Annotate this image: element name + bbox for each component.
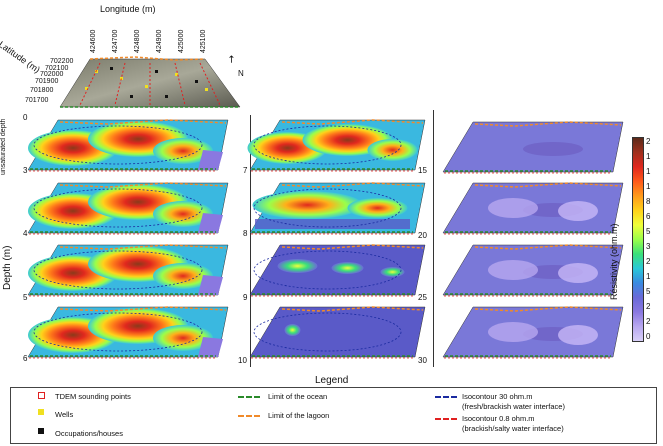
column-separator [250,115,251,367]
colorbar-tick: 2 [646,302,651,311]
depth-slice-panel [442,121,624,174]
ocean-line-icon [238,396,260,398]
depth-slice-panel [249,306,426,359]
depth-label: 4 [23,229,28,238]
depth-label: 6 [23,354,28,363]
depth-slice-panel [442,182,624,235]
legend-ocean: Limit of the ocean [268,392,328,401]
colorbar-tick: 1 [646,182,651,191]
north-label: N [238,69,244,78]
depth-slice-panel [27,182,229,235]
depth-slice-panel [27,244,229,297]
legend-occupations: Occupations/houses [55,429,123,438]
depth-label: 20 [418,231,427,240]
depth-label: 7 [243,166,248,175]
depth-slice-panel [247,119,426,172]
colorbar-tick: 3 [646,242,651,251]
legend-tdem: TDEM sounding points [55,392,131,401]
depth-label: 30 [418,356,427,365]
colorbar-tick: 1 [646,152,651,161]
legend-lagoon: Limit of the lagoon [268,411,330,420]
iso30-line-icon [435,396,457,398]
legend-iso30-sub: (fresh/brackish water interface) [462,402,565,411]
depth-label: 25 [418,293,427,302]
colorbar-tick: 0 [646,332,651,341]
colorbar-tick: 2 [646,137,651,146]
legend-box [10,387,657,444]
well-marker-icon [38,409,44,415]
colorbar-tick: 1 [646,167,651,176]
colorbar-tick: 6 [646,212,651,221]
depth-label: 9 [243,293,248,302]
colorbar-tick: 8 [646,197,651,206]
colorbar-tick: 2 [646,257,651,266]
colorbar-label: Résistivity (ohm.m) [609,223,619,300]
depth-slice-panel [442,244,624,297]
colorbar-tick: 5 [646,287,651,296]
colorbar-tick: 1 [646,272,651,281]
satellite-map [59,56,241,108]
longitude-title: Longitude (m) [100,4,156,14]
depth-label: 8 [243,229,248,238]
iso08-line-icon [435,418,457,420]
legend-iso08: Isocontour 0.8 ohm.m [462,414,535,423]
house-marker-icon [38,428,44,434]
depth-slices [27,119,624,359]
depth-label: 15 [418,166,427,175]
colorbar-tick: 5 [646,227,651,236]
depth-label: 10 [238,356,247,365]
legend-iso30: Isocontour 30 ohm.m [462,392,533,401]
lagoon-line-icon [238,415,260,417]
colorbar-tick: 2 [646,317,651,326]
legend-wells: Wells [55,410,74,419]
column-separator [433,110,434,367]
depth-label: 3 [23,166,28,175]
depth-slice-panel [442,306,624,359]
depth-slice-panel [27,119,229,172]
depth-slice-panel [249,244,426,297]
resistivity-colorbar [632,137,644,342]
legend-title: Legend [315,375,349,386]
legend-iso08-sub: (brackish/salty water interface) [462,424,564,433]
depth-slice-panel [249,182,426,235]
depth-label: 5 [23,293,28,302]
depth-label: 0 [23,113,28,122]
depth-slice-panel [27,306,229,359]
tdem-marker-icon [38,392,45,399]
